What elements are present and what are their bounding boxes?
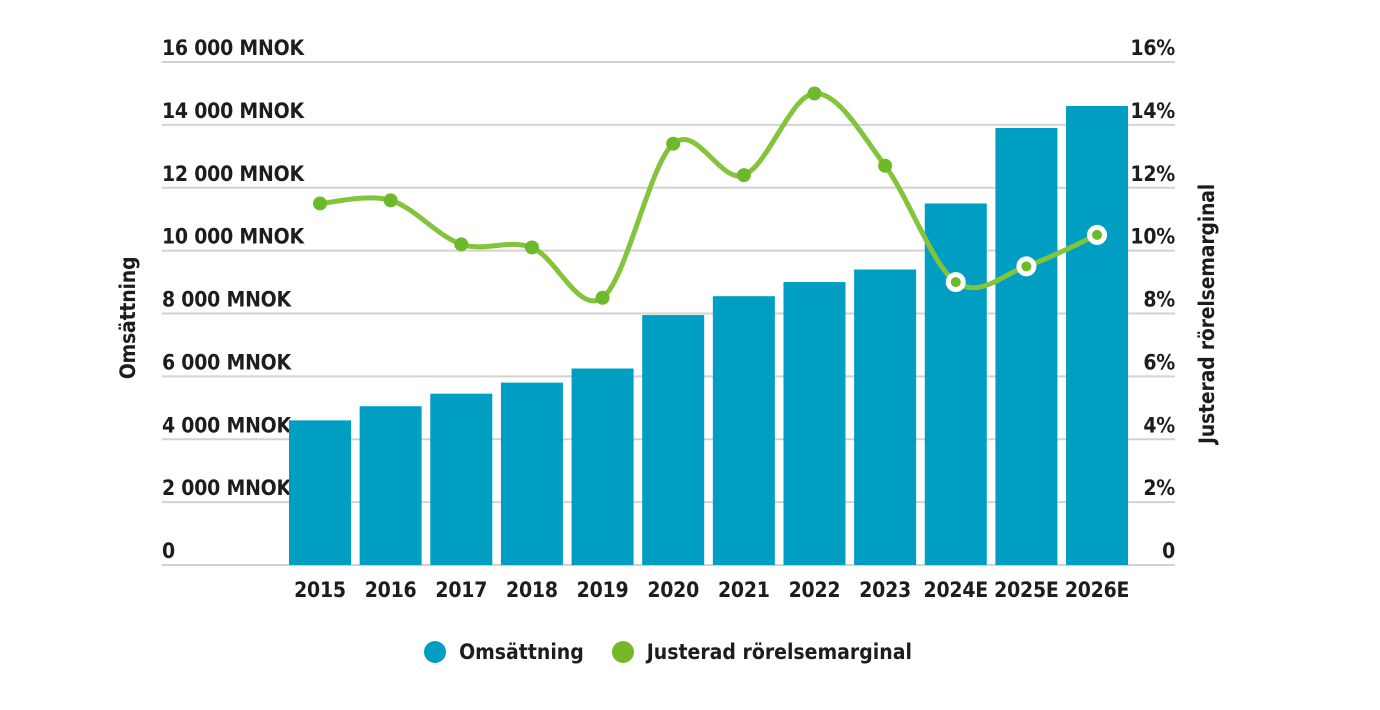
- x-axis-label-2017: 2017: [435, 578, 487, 602]
- x-axis-label-2021: 2021: [718, 578, 770, 602]
- right-axis-tick-label: 12%: [1130, 162, 1175, 186]
- margin-marker-2015: [313, 196, 327, 211]
- right-axis-tick-label: 16%: [1130, 36, 1175, 60]
- margin-marker-2020: [666, 136, 681, 151]
- margin-marker-2024E: [945, 272, 966, 293]
- revenue-bar-2024E: [924, 203, 987, 565]
- margin-marker-2016: [383, 193, 398, 208]
- margin-legend-dot-icon: [611, 641, 634, 663]
- legend-item-omsattning: Omsättning: [424, 640, 584, 664]
- margin-marker-2021: [736, 168, 751, 183]
- revenue-bar-2025E: [995, 128, 1058, 566]
- revenue-bar-2023: [854, 269, 917, 565]
- revenue-bar-2018: [500, 382, 563, 565]
- right-axis-tick-label: 8%: [1143, 288, 1175, 312]
- revenue-bar-2019: [571, 368, 634, 565]
- margin-marker-2022: [807, 86, 822, 101]
- left-axis-tick-label: 2 000 MNOK: [162, 476, 293, 500]
- x-axis-label-2019: 2019: [577, 578, 629, 602]
- x-axis-label-2020: 2020: [647, 578, 699, 602]
- right-axis-tick-label: 0: [1162, 539, 1175, 563]
- legend-label-rorelsemarginal: Justerad rörelsemarginal: [646, 640, 912, 664]
- left-axis-tick-label: 8 000 MNOK: [162, 288, 293, 312]
- x-axis-label-2018: 2018: [506, 578, 558, 602]
- revenue-legend-dot-icon: [424, 641, 447, 663]
- left-axis-tick-label: 10 000 MNOK: [162, 225, 305, 249]
- legend-item-rorelsemarginal: Justerad rörelsemarginal: [611, 640, 912, 664]
- margin-marker-2026E: [1087, 224, 1108, 245]
- x-axis-label-2026E: 2026E: [1065, 578, 1129, 602]
- x-axis-label-2023: 2023: [859, 578, 911, 602]
- left-axis-tick-label: 0: [162, 539, 175, 563]
- left-axis-tick-label: 4 000 MNOK: [162, 413, 293, 437]
- margin-marker-2023: [878, 158, 893, 173]
- left-axis-tick-label: 14 000 MNOK: [162, 99, 305, 123]
- right-axis-tick-label: 14%: [1130, 99, 1175, 123]
- margin-marker-2017: [454, 237, 469, 252]
- right-axis-tick-label: 10%: [1130, 225, 1175, 249]
- legend-label-omsattning: Omsättning: [459, 640, 584, 664]
- left-axis-tick-label: 16 000 MNOK: [162, 36, 305, 60]
- left-axis-tick-label: 6 000 MNOK: [162, 350, 293, 374]
- revenue-bar-2026E: [1066, 106, 1129, 565]
- x-axis-label-2024E: 2024E: [924, 578, 988, 602]
- x-axis-label-2022: 2022: [789, 578, 841, 602]
- x-axis-label-2015: 2015: [294, 578, 346, 602]
- revenue-bar-2016: [359, 406, 422, 565]
- revenue-bar-2017: [430, 393, 493, 565]
- right-axis-tick-label: 6%: [1143, 350, 1175, 374]
- legend: Omsättning Justerad rörelsemarginal: [0, 640, 1358, 664]
- revenue-bar-2020: [642, 315, 705, 565]
- right-axis-tick-label: 4%: [1143, 413, 1175, 437]
- margin-marker-2018: [524, 240, 539, 255]
- margin-marker-2025E: [1016, 256, 1037, 277]
- left-axis-tick-label: 12 000 MNOK: [162, 162, 305, 186]
- revenue-bar-2015: [289, 420, 351, 565]
- revenue-bar-2021: [712, 296, 775, 565]
- margin-marker-2019: [595, 290, 610, 305]
- x-axis-label-2016: 2016: [365, 578, 417, 602]
- right-axis-tick-label: 2%: [1143, 476, 1175, 500]
- x-axis-label-2025E: 2025E: [994, 578, 1058, 602]
- revenue-bar-2022: [783, 282, 846, 565]
